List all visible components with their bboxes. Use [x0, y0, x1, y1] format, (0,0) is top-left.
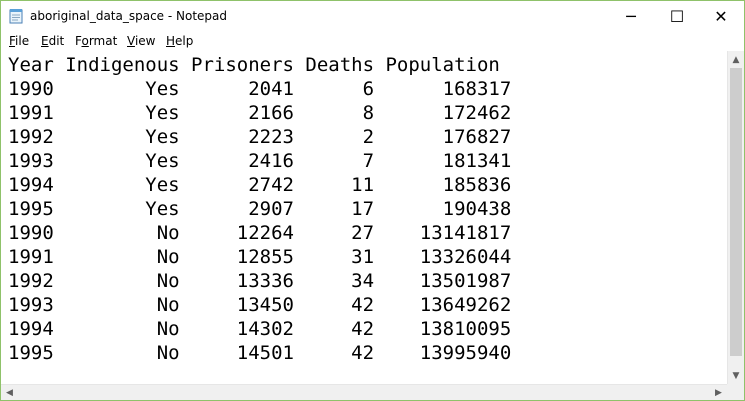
text-editor[interactable]: Year Indigenous Prisoners Deaths Populat…	[1, 51, 727, 384]
scroll-up-icon[interactable]: ▲	[732, 54, 740, 65]
text-line: 1993 Yes 2416 7 181341	[8, 150, 512, 172]
text-line: 1994 No 14302 42 13810095	[8, 318, 512, 340]
text-line: 1991 Yes 2166 8 172462	[8, 102, 512, 124]
menu-edit-label: dit	[48, 34, 65, 48]
menu-help[interactable]: Help	[166, 34, 193, 48]
menu-format-accelerator: o	[81, 34, 89, 48]
title-bar[interactable]: aboriginal_data_space - Notepad ─ ☐ ✕	[1, 1, 744, 31]
text-line: 1990 Yes 2041 6 168317	[8, 78, 512, 100]
minimize-icon: ─	[626, 6, 636, 26]
menu-file[interactable]: File	[9, 34, 29, 48]
scroll-right-icon[interactable]: ▶	[715, 388, 722, 398]
menu-file-accelerator: F	[9, 34, 16, 48]
menu-format-label: rmat	[88, 34, 118, 48]
text-line-header: Year Indigenous Prisoners Deaths Populat…	[8, 54, 500, 76]
menu-view-accelerator: V	[127, 34, 135, 48]
scroll-left-icon[interactable]: ◀	[6, 388, 13, 398]
menu-edit[interactable]: Edit	[41, 34, 64, 48]
maximize-icon: ☐	[669, 6, 685, 26]
window-title: aboriginal_data_space - Notepad	[30, 9, 228, 23]
notepad-icon	[9, 9, 23, 24]
text-line: 1994 Yes 2742 11 185836	[8, 174, 512, 196]
text-line: 1995 Yes 2907 17 190438	[8, 198, 512, 220]
horizontal-scrollbar[interactable]: ◀ ▶	[1, 384, 727, 400]
menu-file-label: ile	[15, 34, 30, 48]
vertical-scroll-thumb[interactable]	[730, 68, 742, 356]
menu-help-accelerator: H	[166, 34, 176, 48]
size-grip[interactable]	[727, 384, 744, 400]
text-line: 1995 No 14501 42 13995940	[8, 342, 512, 364]
close-icon: ✕	[714, 6, 728, 26]
menu-help-label: elp	[175, 34, 194, 48]
menu-bar: File Edit Format View Help	[1, 31, 744, 51]
scroll-down-icon[interactable]: ▼	[732, 370, 740, 381]
text-line: 1990 No 12264 27 13141817	[8, 222, 512, 244]
close-button[interactable]: ✕	[698, 1, 744, 31]
menu-edit-accelerator: E	[41, 34, 49, 48]
text-line: 1992 Yes 2223 2 176827	[8, 126, 512, 148]
menu-format-prefix: F	[75, 34, 82, 48]
maximize-button[interactable]: ☐	[654, 1, 700, 31]
text-line: 1992 No 13336 34 13501987	[8, 270, 512, 292]
menu-view[interactable]: View	[127, 34, 155, 48]
text-line: 1993 No 13450 42 13649262	[8, 294, 512, 316]
vertical-scrollbar[interactable]: ▲ ▼	[727, 51, 744, 384]
menu-view-label: iew	[134, 34, 156, 48]
minimize-button[interactable]: ─	[608, 1, 654, 31]
text-line: 1991 No 12855 31 13326044	[8, 246, 512, 268]
menu-format[interactable]: Format	[75, 34, 117, 48]
